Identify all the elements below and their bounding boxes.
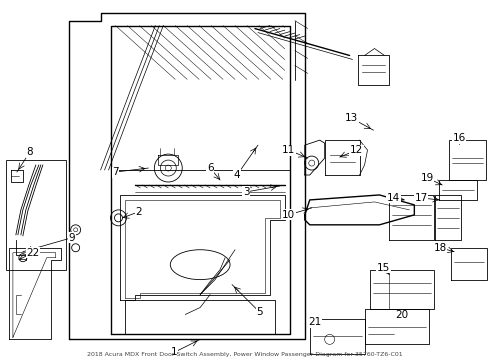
Text: 9: 9 <box>69 233 75 243</box>
Text: 13: 13 <box>345 113 358 123</box>
Text: 3: 3 <box>243 187 249 197</box>
Text: 14: 14 <box>387 193 400 203</box>
Circle shape <box>74 228 77 232</box>
Text: 11: 11 <box>282 145 295 155</box>
Text: 19: 19 <box>421 173 434 183</box>
Bar <box>6 160 66 270</box>
Text: 15: 15 <box>377 263 390 273</box>
Text: 22: 22 <box>26 248 40 258</box>
Text: 5: 5 <box>257 307 263 318</box>
Text: 4: 4 <box>234 170 240 180</box>
Text: 8: 8 <box>26 147 33 157</box>
Text: 18: 18 <box>434 243 447 253</box>
Text: 7: 7 <box>112 167 119 177</box>
Text: 17: 17 <box>415 193 428 203</box>
Text: 1: 1 <box>171 347 177 357</box>
Text: 12: 12 <box>350 145 363 155</box>
Text: 2: 2 <box>135 207 142 217</box>
Text: 6: 6 <box>207 163 214 173</box>
Text: 16: 16 <box>453 133 466 143</box>
Text: 21: 21 <box>308 318 321 328</box>
Text: 10: 10 <box>282 210 295 220</box>
Text: 20: 20 <box>395 310 408 320</box>
Text: 2018 Acura MDX Front Door Switch Assembly, Power Window Passenger Diagram for 35: 2018 Acura MDX Front Door Switch Assembl… <box>87 352 403 357</box>
Circle shape <box>165 165 172 171</box>
